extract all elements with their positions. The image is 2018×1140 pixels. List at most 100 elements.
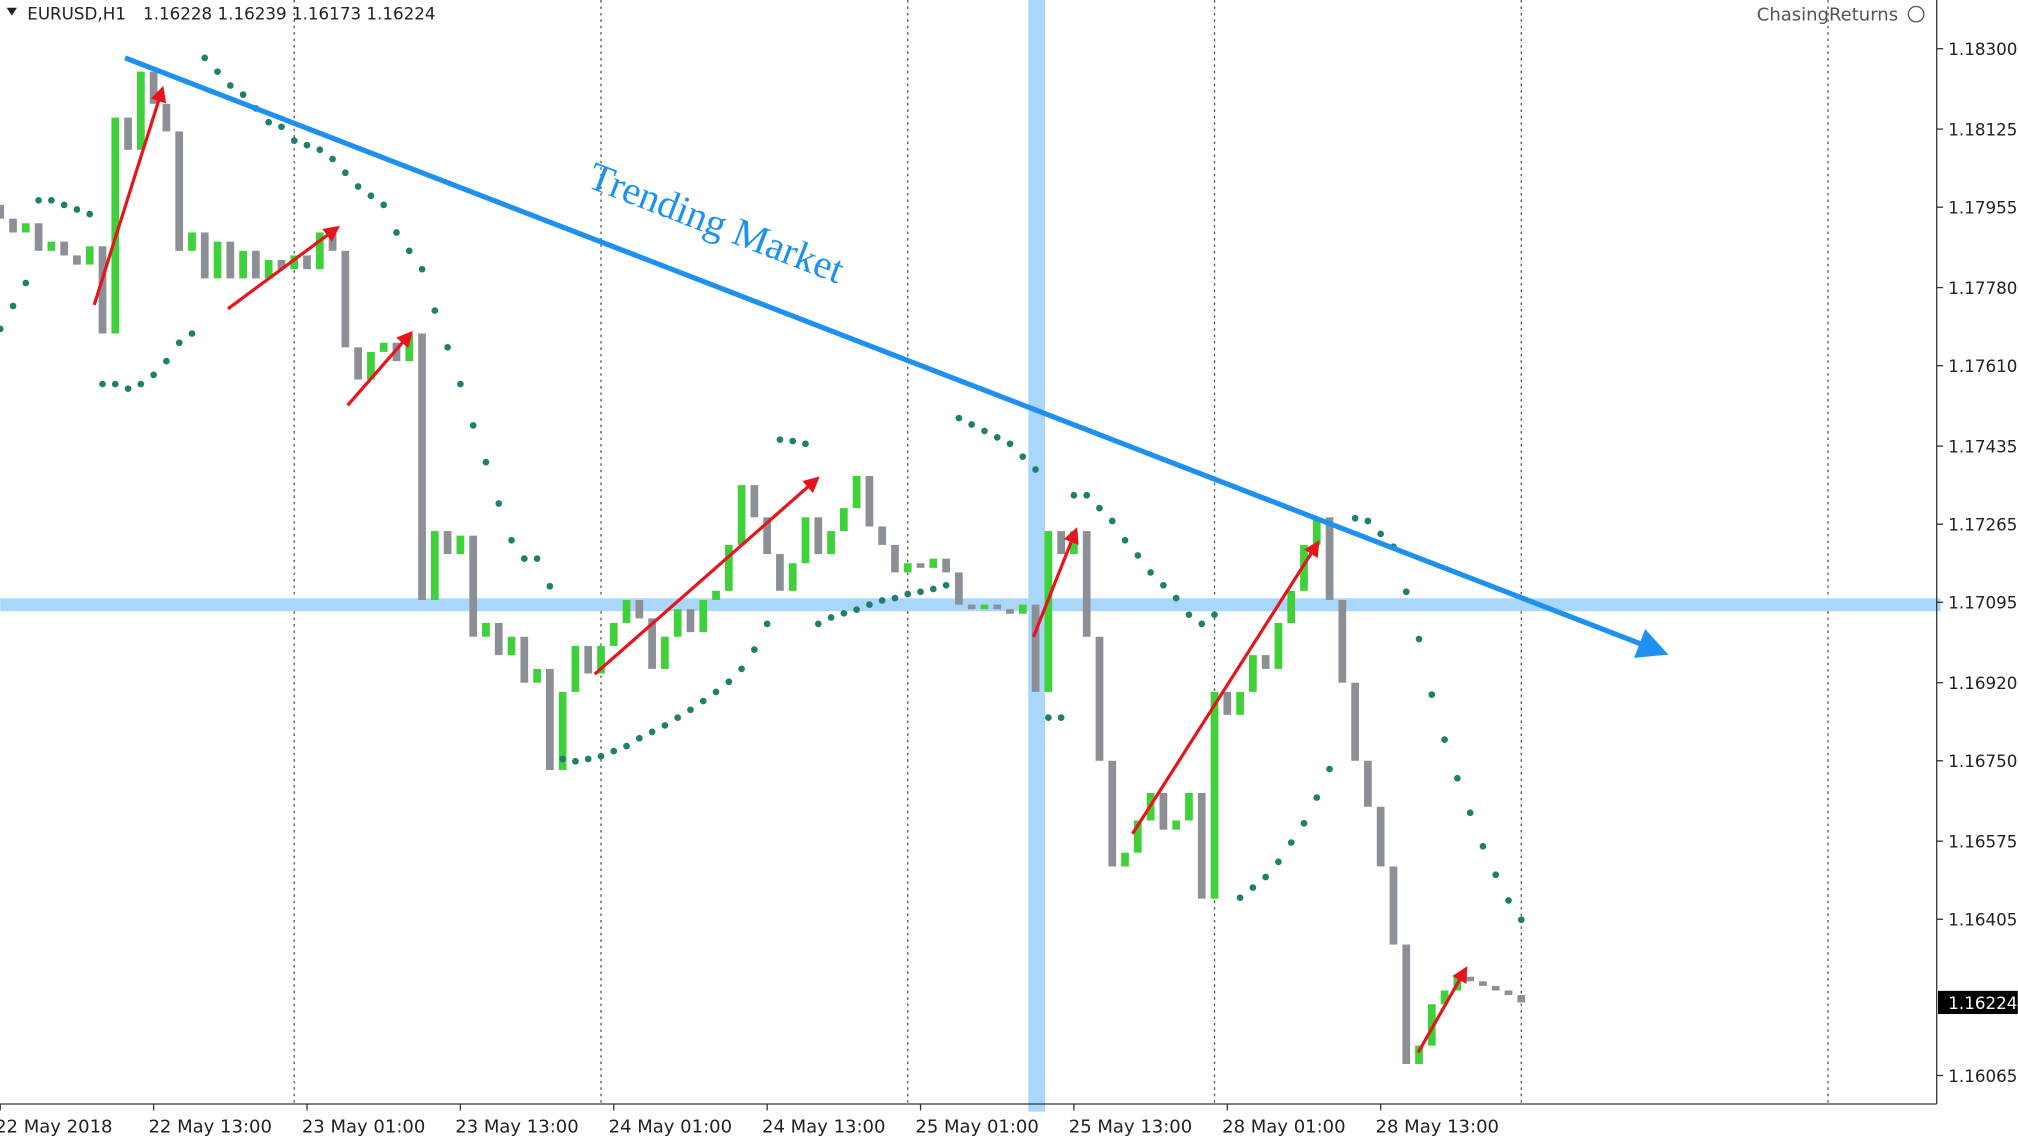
sar-dot <box>1454 774 1461 782</box>
sar-dot <box>1300 819 1308 827</box>
candle-body <box>354 347 362 380</box>
candle-body <box>724 544 733 591</box>
sar-dot <box>712 688 720 696</box>
candle-body <box>1415 1045 1423 1065</box>
sar-dot <box>86 210 94 218</box>
candle-body <box>1517 995 1526 1003</box>
red-arrow <box>1416 966 1468 1054</box>
sar-dot <box>508 536 515 544</box>
candle-body <box>443 531 452 555</box>
sar-dot <box>214 68 221 76</box>
sar-dot <box>827 614 835 621</box>
candle-body <box>21 223 30 233</box>
candle-body <box>1185 792 1193 821</box>
sar-dot <box>124 385 132 393</box>
sar-dot <box>239 91 247 98</box>
sar-dot <box>1249 884 1257 891</box>
sar-dot <box>278 123 285 131</box>
sar-dot <box>738 665 745 673</box>
red-arrow <box>593 476 820 676</box>
candle-body <box>648 618 656 669</box>
sar-dot <box>99 380 106 388</box>
candle-body <box>1287 590 1296 623</box>
candle-body <box>942 558 950 573</box>
sar-dot <box>1275 858 1282 866</box>
sar-dot <box>329 155 336 163</box>
y-tick-label: 1.17095 <box>1948 593 2017 613</box>
current-price-tag <box>1937 990 2018 1015</box>
sar-dot <box>520 555 528 562</box>
candle-body <box>162 103 171 132</box>
x-tick-label: 28 May 01:00 <box>1222 1116 1345 1137</box>
sar-dot <box>1019 453 1027 461</box>
candle-body <box>149 71 158 104</box>
y-tick-label: 1.17435 <box>1948 437 2017 457</box>
sar-dot <box>802 440 809 448</box>
sar-dot <box>559 755 566 763</box>
red-arrow <box>1131 540 1320 835</box>
candle-body <box>1133 820 1142 853</box>
sar-dot <box>1045 714 1052 721</box>
candle-body <box>252 250 260 279</box>
candle-body <box>1504 990 1513 996</box>
sar-dot <box>380 201 388 209</box>
sar-dot <box>968 421 976 428</box>
red-arrow <box>92 85 167 306</box>
candle-body <box>558 691 567 770</box>
sar-dot <box>60 201 68 209</box>
candle-body <box>533 668 541 683</box>
sar-dot <box>572 757 579 765</box>
x-tick-label: 23 May 01:00 <box>302 1116 425 1137</box>
sar-dot <box>201 54 209 62</box>
watermark: ChasingReturns <box>1757 5 1898 26</box>
candle-body <box>1108 760 1117 867</box>
y-tick-label: 1.17955 <box>1948 198 2017 218</box>
candle-body <box>418 333 426 600</box>
candle-body <box>609 622 618 646</box>
sar-dot <box>1096 504 1103 512</box>
candle-body <box>34 223 43 251</box>
candle-body <box>60 241 69 256</box>
candle-body <box>111 117 120 334</box>
candle-body <box>47 241 56 251</box>
candle-body <box>303 255 311 270</box>
candle-body <box>916 563 925 568</box>
sar-dot <box>0 325 4 333</box>
candle-body <box>1427 1004 1436 1046</box>
candle-body <box>801 517 810 564</box>
y-tick-label: 1.18300 <box>1948 39 2017 59</box>
candle-body <box>584 645 593 674</box>
sar-dot <box>661 722 669 729</box>
x-tick-label: 22 May 2018 <box>0 1116 112 1137</box>
candle-body <box>1249 655 1257 692</box>
sar-dot <box>1287 839 1295 846</box>
sar-dot <box>1466 809 1474 817</box>
y-tick-label: 1.18125 <box>1948 120 2017 140</box>
sar-dot <box>1492 871 1500 879</box>
sar-dot <box>853 606 860 613</box>
candle-body <box>929 558 938 568</box>
sar-dot <box>1364 517 1372 525</box>
candle-body <box>1402 944 1411 1065</box>
candle-body <box>1376 806 1385 867</box>
sar-dot <box>610 747 618 755</box>
candle-body <box>699 599 708 633</box>
sar-dot <box>533 555 541 562</box>
candle-body <box>1223 691 1232 715</box>
sar-dot <box>1147 569 1154 576</box>
sar-dot <box>1441 736 1448 744</box>
sar-dot <box>265 118 273 126</box>
sar-dot <box>1172 594 1180 602</box>
candle-body <box>622 599 631 623</box>
candle-body <box>891 544 899 573</box>
candle-body <box>9 218 17 233</box>
candle-body <box>1274 622 1283 669</box>
sar-dot <box>1211 611 1218 619</box>
red-arrow <box>1031 527 1079 638</box>
sar-dot <box>981 427 988 435</box>
candle-body <box>226 241 235 279</box>
candle-body <box>993 604 1002 610</box>
candle-body <box>1466 976 1475 982</box>
